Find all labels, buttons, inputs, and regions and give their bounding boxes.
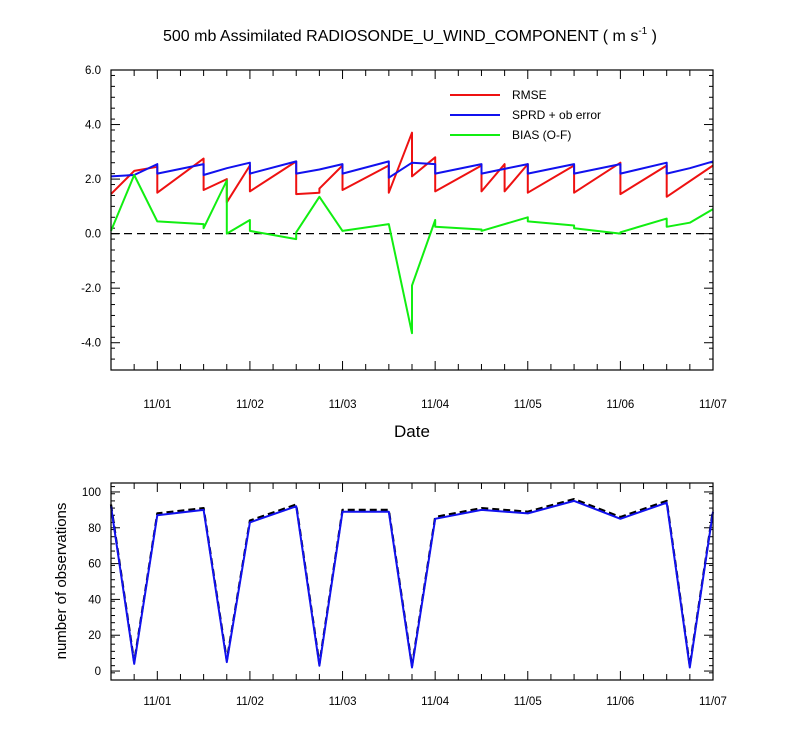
y-tick-label: -2.0	[81, 283, 101, 295]
top-y-tick-labels: -4.0 -2.0 0.0 2.0 4.0 6.0	[81, 65, 101, 350]
y-axis-title: number of observations	[53, 503, 70, 660]
series-line-bias-o-f	[110, 174, 714, 335]
bottom-plot-frame	[110, 482, 714, 681]
top-series	[110, 131, 714, 335]
y-tick-label: 0	[95, 666, 101, 678]
x-tick-label: 11/05	[514, 696, 542, 708]
y-tick-label: 80	[88, 523, 101, 535]
x-tick-label: 11/03	[329, 399, 357, 411]
x-tick-label: 11/02	[236, 696, 264, 708]
series-line-rmse	[110, 131, 714, 204]
y-tick-label: -4.0	[81, 338, 101, 350]
bottom-series	[109, 498, 715, 669]
legend-label-rmse: RMSE	[512, 88, 547, 102]
legend: RMSE SPRD + ob error BIAS (O-F)	[450, 88, 601, 142]
x-tick-label: 11/05	[514, 399, 542, 411]
bottom-y-tick-labels: 0 20 40 60 80 100	[82, 487, 101, 678]
series-line-possible	[109, 498, 715, 667]
top-plot-frame	[110, 69, 714, 371]
chart-title: 500 mb Assimilated RADIOSONDE_U_WIND_COM…	[163, 26, 657, 45]
y-tick-label: 4.0	[85, 120, 101, 132]
y-tick-label: 20	[88, 630, 101, 642]
y-tick-label: 2.0	[85, 174, 101, 186]
x-tick-label: 11/01	[143, 696, 171, 708]
y-tick-label: 40	[88, 594, 101, 606]
series-line-used	[110, 499, 714, 669]
x-tick-label: 11/04	[421, 399, 450, 411]
bottom-x-tick-labels: 11/01 11/02 11/03 11/04 11/05 11/06 11/07	[143, 696, 727, 708]
x-tick-label: 11/01	[143, 399, 171, 411]
x-tick-label: 11/06	[606, 399, 634, 411]
x-tick-label: 11/07	[699, 399, 727, 411]
top-x-tick-labels: 11/01 11/02 11/03 11/04 11/05 11/06 11/07	[143, 399, 727, 411]
y-tick-label: 6.0	[85, 65, 101, 77]
x-tick-label: 11/06	[606, 696, 634, 708]
x-tick-label: 11/04	[421, 696, 450, 708]
y-tick-label: 0.0	[85, 229, 101, 241]
legend-label-sprd-ob-error: SPRD + ob error	[512, 108, 601, 122]
x-tick-label: 11/07	[699, 696, 727, 708]
x-axis-title: Date	[394, 422, 430, 441]
series-line-sprd-ob-error	[110, 160, 714, 179]
x-tick-label: 11/02	[236, 399, 264, 411]
y-tick-label: 100	[82, 487, 101, 499]
x-tick-label: 11/03	[329, 696, 357, 708]
bottom-axis-ticks	[110, 483, 714, 681]
legend-label-bias-o-f: BIAS (O-F)	[512, 128, 571, 142]
y-tick-label: 60	[88, 559, 101, 571]
top-chart: 500 mb Assimilated RADIOSONDE_U_WIND_COM…	[81, 26, 727, 441]
